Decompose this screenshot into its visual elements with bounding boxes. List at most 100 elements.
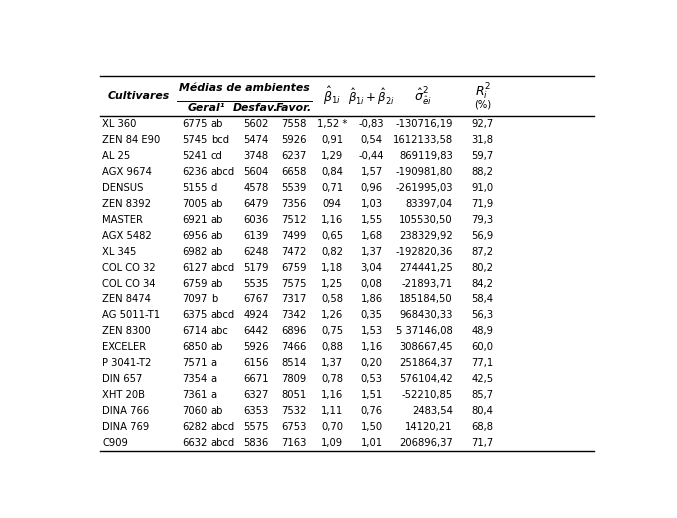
Text: 6767: 6767 <box>243 294 269 305</box>
Text: 14120,21: 14120,21 <box>406 422 453 432</box>
Text: 59,7: 59,7 <box>471 151 494 161</box>
Text: 7354: 7354 <box>182 374 208 384</box>
Text: 0,08: 0,08 <box>361 279 383 289</box>
Text: 0,96: 0,96 <box>361 183 383 193</box>
Text: C909: C909 <box>102 438 129 448</box>
Text: 1,03: 1,03 <box>361 199 383 209</box>
Text: 5602: 5602 <box>243 119 268 129</box>
Text: 6236: 6236 <box>182 167 208 177</box>
Text: 3,04: 3,04 <box>361 263 383 272</box>
Text: 7532: 7532 <box>281 406 307 416</box>
Text: $\hat{\beta}_{1i}$: $\hat{\beta}_{1i}$ <box>323 85 341 107</box>
Text: 869119,83: 869119,83 <box>399 151 453 161</box>
Text: 83397,04: 83397,04 <box>406 199 453 209</box>
Text: DENSUS: DENSUS <box>102 183 144 193</box>
Text: Cultivares: Cultivares <box>108 91 170 101</box>
Text: ab: ab <box>211 342 223 352</box>
Text: 84,2: 84,2 <box>472 279 494 289</box>
Text: ZEN 84 E90: ZEN 84 E90 <box>102 135 160 145</box>
Text: 0,88: 0,88 <box>321 342 343 352</box>
Text: COL CO 32: COL CO 32 <box>102 263 156 272</box>
Text: $\hat{\beta}_{1i}+\hat{\beta}_{2i}$: $\hat{\beta}_{1i}+\hat{\beta}_{2i}$ <box>348 85 395 107</box>
Text: 1,09: 1,09 <box>321 438 343 448</box>
Text: 1,53: 1,53 <box>361 326 383 336</box>
Text: 5926: 5926 <box>281 135 307 145</box>
Text: 0,70: 0,70 <box>321 422 343 432</box>
Text: abcd: abcd <box>211 422 235 432</box>
Text: 308667,45: 308667,45 <box>399 342 453 352</box>
Text: 6714: 6714 <box>182 326 208 336</box>
Text: ab: ab <box>211 247 223 256</box>
Text: 71,9: 71,9 <box>471 199 494 209</box>
Text: 56,9: 56,9 <box>471 231 494 241</box>
Text: (%): (%) <box>474 100 491 110</box>
Text: 6632: 6632 <box>182 438 208 448</box>
Text: 1,68: 1,68 <box>361 231 383 241</box>
Text: 4924: 4924 <box>243 310 268 321</box>
Text: 0,76: 0,76 <box>361 406 383 416</box>
Text: 5 37146,08: 5 37146,08 <box>396 326 453 336</box>
Text: 80,2: 80,2 <box>472 263 494 272</box>
Text: 8514: 8514 <box>282 358 307 368</box>
Text: 1,52 *: 1,52 * <box>317 119 347 129</box>
Text: 1,57: 1,57 <box>360 167 383 177</box>
Text: 80,4: 80,4 <box>472 406 494 416</box>
Text: ab: ab <box>211 406 223 416</box>
Text: ZEN 8300: ZEN 8300 <box>102 326 151 336</box>
Text: 79,3: 79,3 <box>471 214 494 225</box>
Text: 576104,42: 576104,42 <box>399 374 453 384</box>
Text: 6282: 6282 <box>182 422 208 432</box>
Text: -0,83: -0,83 <box>359 119 385 129</box>
Text: AL 25: AL 25 <box>102 151 131 161</box>
Text: DINA 766: DINA 766 <box>102 406 150 416</box>
Text: -0,44: -0,44 <box>359 151 385 161</box>
Text: a: a <box>211 390 217 400</box>
Text: 3748: 3748 <box>243 151 268 161</box>
Text: ab: ab <box>211 119 223 129</box>
Text: AG 5011-T1: AG 5011-T1 <box>102 310 160 321</box>
Text: 7472: 7472 <box>281 247 307 256</box>
Text: Médias de ambientes: Médias de ambientes <box>179 83 310 93</box>
Text: 1,26: 1,26 <box>321 310 343 321</box>
Text: 31,8: 31,8 <box>472 135 494 145</box>
Text: ZEN 8474: ZEN 8474 <box>102 294 152 305</box>
Text: MASTER: MASTER <box>102 214 144 225</box>
Text: 1,25: 1,25 <box>321 279 343 289</box>
Text: 92,7: 92,7 <box>471 119 494 129</box>
Text: ab: ab <box>211 214 223 225</box>
Text: 5241: 5241 <box>182 151 208 161</box>
Text: Favor.: Favor. <box>276 104 312 113</box>
Text: abcd: abcd <box>211 167 235 177</box>
Text: 6982: 6982 <box>182 247 208 256</box>
Text: -192820,36: -192820,36 <box>395 247 453 256</box>
Text: 7571: 7571 <box>182 358 208 368</box>
Text: 60,0: 60,0 <box>472 342 494 352</box>
Text: 1,01: 1,01 <box>361 438 383 448</box>
Text: 5575: 5575 <box>243 422 269 432</box>
Text: 42,5: 42,5 <box>471 374 494 384</box>
Text: 6850: 6850 <box>182 342 208 352</box>
Text: 1,29: 1,29 <box>321 151 343 161</box>
Text: 87,2: 87,2 <box>471 247 494 256</box>
Text: 0,20: 0,20 <box>361 358 383 368</box>
Text: 7575: 7575 <box>281 279 307 289</box>
Text: 6671: 6671 <box>243 374 269 384</box>
Text: d: d <box>211 183 217 193</box>
Text: 7097: 7097 <box>182 294 208 305</box>
Text: bcd: bcd <box>211 135 229 145</box>
Text: 0,75: 0,75 <box>321 326 343 336</box>
Text: 71,7: 71,7 <box>471 438 494 448</box>
Text: XL 360: XL 360 <box>102 119 137 129</box>
Text: ab: ab <box>211 279 223 289</box>
Text: P 3041-T2: P 3041-T2 <box>102 358 152 368</box>
Text: AGX 5482: AGX 5482 <box>102 231 152 241</box>
Text: 1,16: 1,16 <box>321 214 343 225</box>
Text: 5474: 5474 <box>243 135 268 145</box>
Text: 7005: 7005 <box>182 199 208 209</box>
Text: b: b <box>211 294 217 305</box>
Text: 6775: 6775 <box>182 119 208 129</box>
Text: 0,91: 0,91 <box>321 135 343 145</box>
Text: 0,35: 0,35 <box>361 310 383 321</box>
Text: 7342: 7342 <box>282 310 307 321</box>
Text: 6896: 6896 <box>281 326 307 336</box>
